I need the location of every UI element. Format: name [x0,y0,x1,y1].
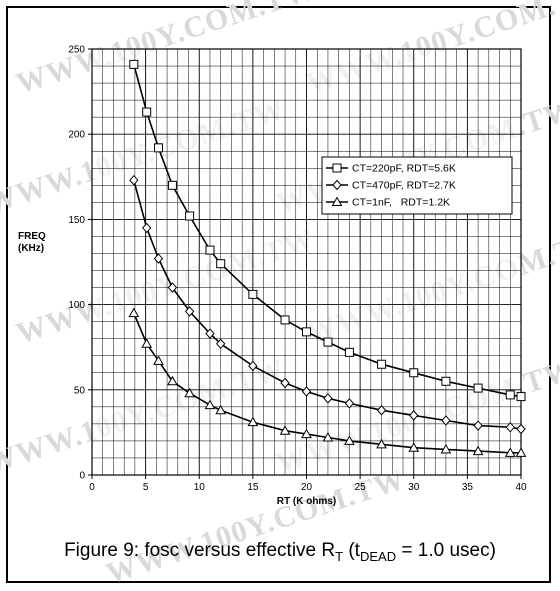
data-point [204,399,216,410]
data-point [332,179,342,191]
data-point [473,420,483,431]
legend-box [321,156,513,215]
x-tick-label: 15 [247,482,259,493]
data-point [205,328,215,339]
data-point [184,387,195,398]
x-tick-label: 30 [408,482,420,493]
legend-label: CT=220pF, RDT=5.6K [352,163,456,175]
data-point [344,347,354,357]
data-point [322,431,334,442]
figure-caption: Figure 9: fosc versus effective RT (tDEA… [0,540,560,564]
data-point [142,222,152,234]
data-point [216,338,226,350]
y-tick-label: 150 [68,215,85,226]
data-point [505,390,515,400]
data-point [129,174,139,186]
caption-suffix: = 1.0 usec) [396,540,496,561]
caption-mid: (t [343,540,360,561]
caption-prefix: Figure 9: fosc versus effective R [64,540,336,561]
data-point [153,143,163,153]
series-line [133,179,522,430]
y-tick-label: 250 [68,45,85,56]
data-point [153,355,164,365]
data-point [516,423,526,435]
data-point [248,289,258,299]
legend-label: CT=1nF, RDT=1.2K [352,197,450,209]
data-point [472,445,484,456]
data-point [332,163,342,173]
data-point [129,59,139,69]
data-point [409,410,419,421]
x-tick-label: 40 [515,482,527,493]
data-point [504,447,516,457]
series-line [133,312,521,454]
x-tick-label: 0 [89,482,95,493]
data-point [301,428,312,439]
data-point [280,315,290,325]
data-point [515,447,527,457]
data-point [216,259,226,269]
y-tick-label: 50 [74,385,86,396]
data-point [215,404,227,415]
x-axis-label: RT (K ohms) [277,496,336,507]
data-point [185,211,195,221]
y-tick-label: 200 [68,130,85,141]
data-point [323,337,333,347]
caption-r-subscript: T [335,548,344,564]
data-point [505,422,515,433]
y-tick-label: 0 [79,471,85,482]
data-point [167,180,177,190]
data-point [279,425,291,435]
data-point [302,327,311,337]
data-point [184,306,195,317]
data-point [301,386,312,397]
data-point [441,376,451,386]
data-point [247,416,259,427]
y-axis-label-line: (KHz) [18,243,45,254]
data-point [473,383,483,393]
x-tick-label: 25 [355,482,367,493]
x-tick-label: 5 [143,482,149,493]
y-axis-label: FREQ (KHz) [18,231,46,255]
data-point [344,435,355,445]
data-point [167,282,178,293]
series-line [133,64,522,398]
data-point [409,368,419,378]
x-tick-label: 10 [194,482,206,493]
y-tick-label: 100 [68,300,85,311]
data-point [205,245,215,255]
data-point [323,393,333,404]
y-axis-label-line: FREQ [18,231,46,242]
data-point [440,443,452,454]
data-point [141,338,153,348]
data-point [248,360,258,372]
legend-label: CT=470pF, RDT=2.7K [352,180,456,192]
x-tick-label: 20 [301,482,313,493]
data-point [376,404,387,416]
data-point [376,438,387,449]
data-point [408,442,420,452]
data-point [142,107,152,117]
data-point [441,415,451,426]
data-point [516,392,526,402]
data-point [377,359,387,369]
data-point [331,196,343,206]
data-point [128,307,140,318]
data-point [344,398,355,409]
x-tick-label: 35 [462,482,474,493]
data-point [280,377,290,389]
caption-t-subscript: DEAD [359,548,397,564]
data-point [153,253,164,264]
data-point [167,375,178,386]
